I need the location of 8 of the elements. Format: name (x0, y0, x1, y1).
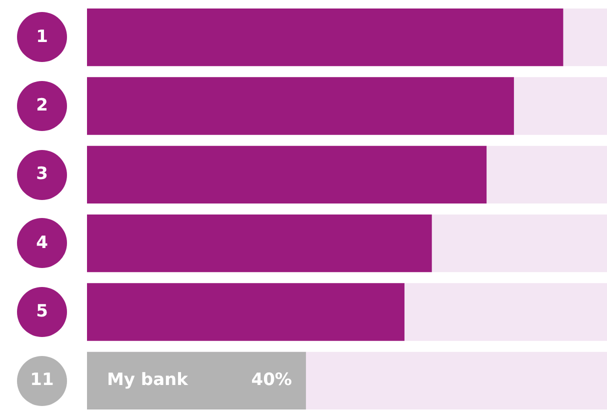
y-tick-label: 5 (36, 301, 48, 322)
y-tick-label: 1 (36, 26, 48, 47)
y-tick-label: 3 (36, 164, 48, 184)
data-label: 40% (251, 370, 292, 390)
annotation: My bank (107, 370, 189, 390)
y-tick-label: 4 (36, 232, 48, 253)
y-tick-label: 2 (36, 95, 48, 116)
y-tick-label: 11 (30, 370, 54, 390)
